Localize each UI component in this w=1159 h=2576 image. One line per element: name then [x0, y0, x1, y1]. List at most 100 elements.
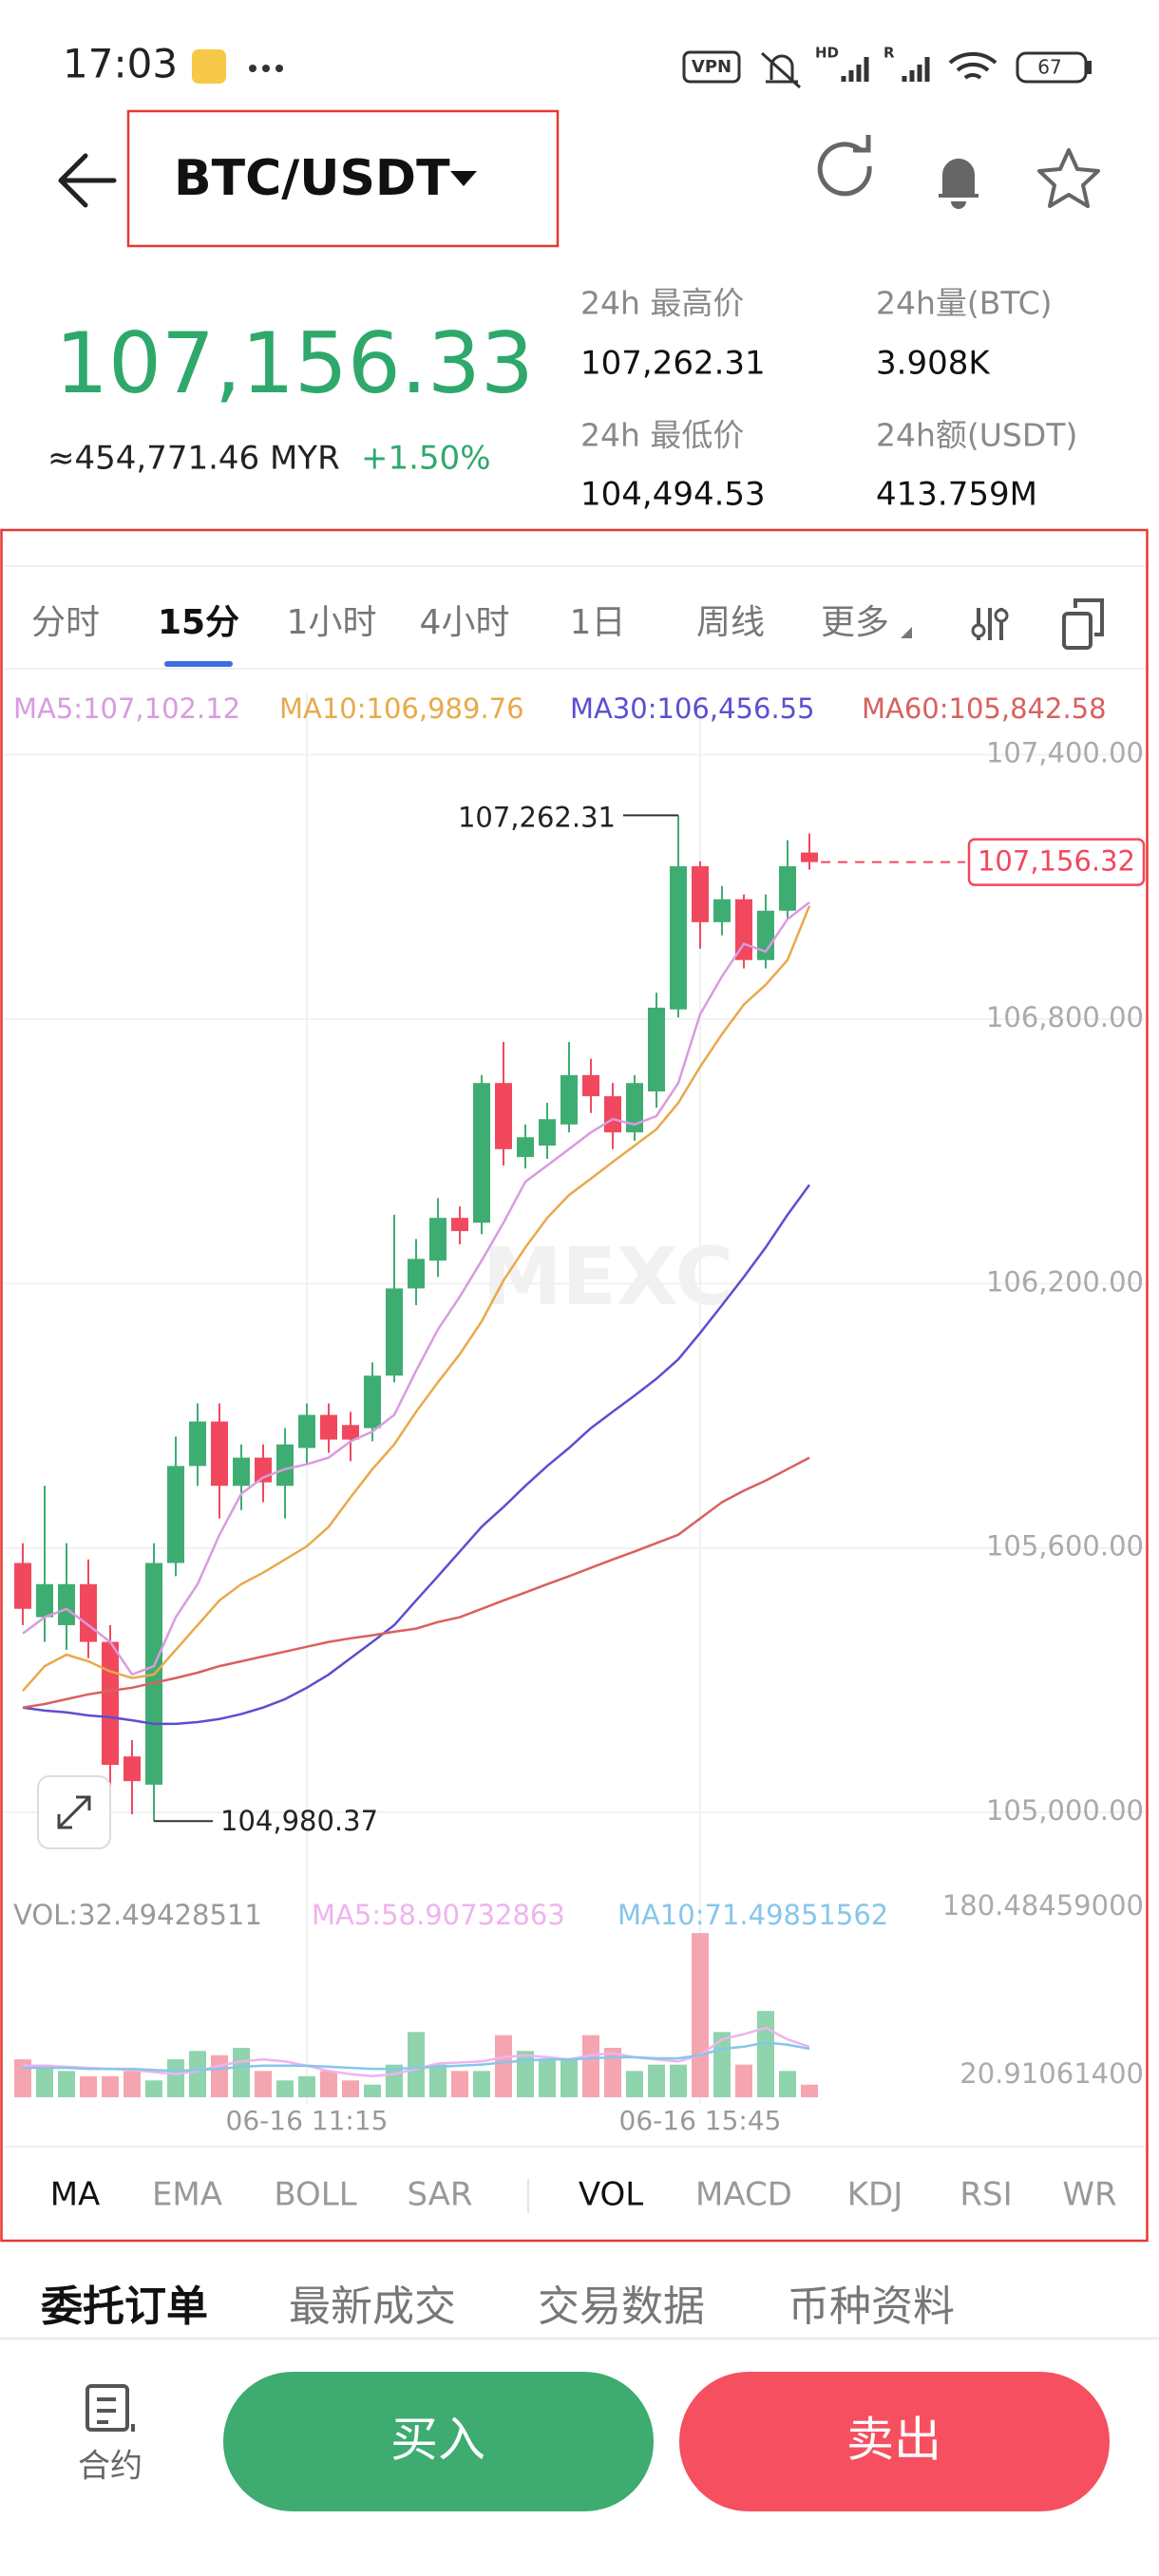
volume-bar [320, 2071, 337, 2097]
highlight-box [0, 528, 1149, 2243]
slider-knob [994, 608, 1009, 623]
buy-button[interactable] [223, 2372, 654, 2511]
candle-body [473, 1083, 490, 1223]
indicator-tab[interactable]: EMA [152, 2176, 222, 2214]
vpn-box [682, 50, 741, 84]
candle-body [58, 1583, 75, 1625]
ma-line [22, 905, 811, 1692]
legend-entry: MA60:105,842.58 [862, 692, 1107, 725]
volume-bar [102, 2075, 119, 2097]
period-tab[interactable]: 4小时 [420, 603, 510, 642]
candle-body [604, 1096, 621, 1133]
volume-bar [473, 2071, 490, 2097]
indicator-tab[interactable]: VOL [579, 2176, 643, 2214]
y-tick-label: 105,600.00 [986, 1530, 1144, 1563]
candle-body [670, 865, 687, 1010]
period-tab[interactable]: 1日 [570, 603, 626, 642]
candle-body [14, 1563, 31, 1609]
chart-mode-icon [1074, 598, 1104, 636]
y-tick-label: 107,400.00 [986, 737, 1144, 769]
sell-button[interactable] [679, 2372, 1110, 2511]
volume-bar [801, 2084, 818, 2097]
back-button[interactable] [58, 153, 117, 208]
candle-body [320, 1414, 337, 1440]
more-dot [249, 65, 256, 72]
chart-mode-button[interactable] [1062, 612, 1092, 650]
volume-title: VOL:32.49428511 [13, 1899, 262, 1931]
contract-icon[interactable] [86, 2384, 129, 2432]
candle-body [342, 1425, 359, 1440]
section-tab[interactable]: 最新成交 [289, 2282, 456, 2331]
volume-bar [713, 2032, 731, 2097]
stat-value: 413.759M [876, 476, 1037, 514]
volume-bar [124, 2071, 141, 2097]
volume-bar [36, 2064, 53, 2097]
volume-bar [364, 2084, 381, 2097]
mute-icon [760, 51, 802, 89]
volume-bar [145, 2080, 162, 2097]
y-tick-label: 106,800.00 [986, 1001, 1144, 1033]
slider-knob [971, 623, 986, 638]
buy-label[interactable]: 买入 [390, 2413, 485, 2468]
fiat-price: ≈454,771.46 MYR [48, 440, 340, 478]
legend-entry: MA30:106,456.55 [570, 692, 815, 725]
ma-line [23, 2041, 810, 2073]
indicator-tab[interactable]: KDJ [847, 2176, 903, 2214]
period-tab[interactable]: 1小时 [287, 603, 377, 642]
section-tab[interactable]: 交易数据 [538, 2282, 705, 2331]
refresh-button[interactable] [817, 142, 872, 197]
contract-label[interactable]: 合约 [78, 2448, 142, 2486]
volume-bar [735, 2064, 752, 2097]
indicator-tab[interactable]: WR [1062, 2176, 1116, 2214]
volume-bar [626, 2071, 643, 2097]
stat-label: 24h额(USDT) [876, 417, 1077, 454]
candle-body [713, 899, 731, 922]
indicator-tab[interactable]: BOLL [274, 2176, 356, 2214]
stat-label: 24h 最低价 [580, 417, 744, 454]
y-tick-label: 20.91061400 [960, 2057, 1144, 2090]
period-tab[interactable]: 周线 [696, 603, 765, 642]
pair-dropdown-arrow[interactable] [450, 171, 477, 186]
volume-bar [517, 2051, 534, 2097]
y-tick-label: 106,200.00 [986, 1265, 1144, 1297]
volume-bar [255, 2071, 272, 2097]
stat-value: 104,494.53 [580, 476, 766, 514]
stat-value: 107,262.31 [580, 345, 766, 383]
candle-body [298, 1414, 315, 1449]
period-tab[interactable]: 分时 [31, 603, 100, 642]
volume-bar [58, 2071, 75, 2097]
candle-body [189, 1421, 206, 1467]
period-tab[interactable]: 15分 [158, 603, 239, 642]
period-tab[interactable]: 更多 [821, 603, 889, 642]
alert-button[interactable] [939, 159, 978, 209]
indicator-tab[interactable]: MA [50, 2176, 101, 2214]
indicator-tab[interactable]: MACD [695, 2176, 792, 2214]
signal-icon [841, 57, 869, 82]
section-tab[interactable]: 委托订单 [41, 2282, 208, 2331]
pair-title[interactable]: BTC/USDT [174, 150, 450, 207]
vpn-text: VPN [692, 57, 732, 77]
ma-line [22, 1456, 810, 1709]
candle-body [80, 1583, 97, 1642]
last-price: 107,156.33 [55, 314, 534, 412]
indicator-tab[interactable]: RSI [960, 2176, 1012, 2214]
sell-label[interactable]: 卖出 [846, 2413, 941, 2468]
candle-body [124, 1756, 141, 1782]
volume-bar [670, 2064, 687, 2097]
section-tab[interactable]: 币种资料 [788, 2282, 955, 2331]
candle-body [451, 1218, 468, 1232]
candle-body [408, 1259, 425, 1289]
stat-value: 3.908K [876, 345, 991, 383]
stat-label: 24h 最高价 [580, 285, 744, 322]
contract-icon-lines [97, 2397, 135, 2432]
favorite-button[interactable] [1037, 148, 1100, 208]
wifi-icon [948, 51, 998, 80]
indicator-tab[interactable]: SAR [407, 2176, 472, 2214]
volume-bar [189, 2051, 206, 2097]
candle-body [386, 1288, 403, 1376]
last-price-box [967, 838, 1146, 886]
last-price-label: 107,156.32 [978, 845, 1135, 878]
battery-level: 67 [1037, 56, 1061, 79]
signal-icon [902, 57, 930, 82]
